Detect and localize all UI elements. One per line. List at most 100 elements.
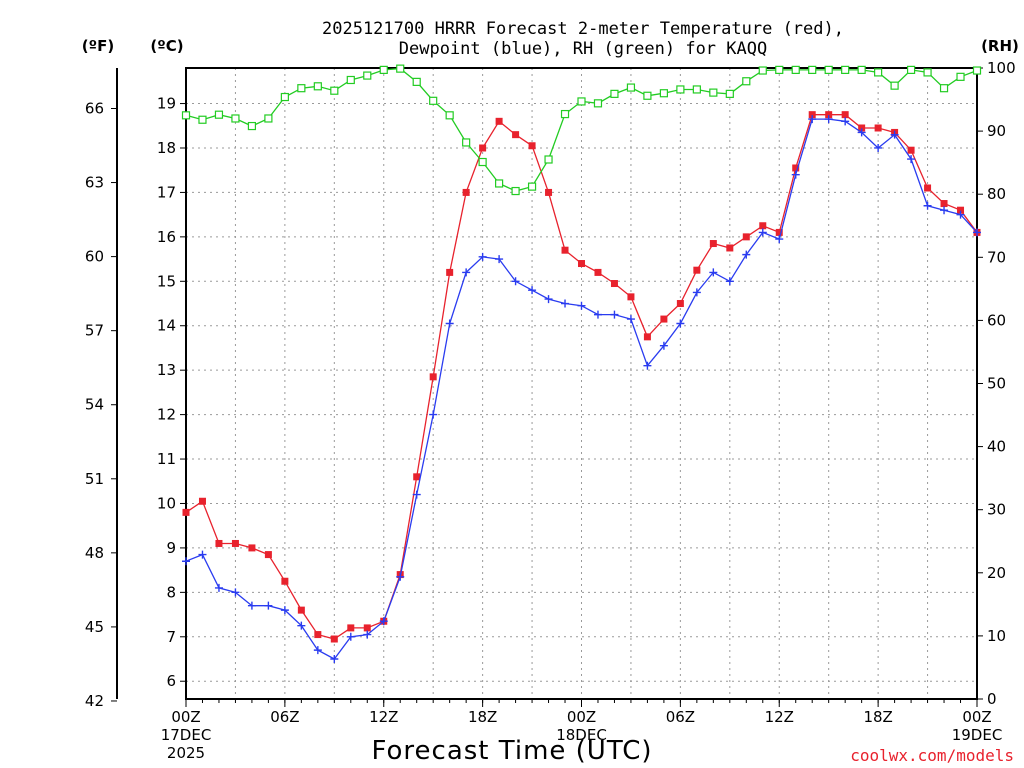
dewpoint-point <box>544 295 553 304</box>
x-tick-label: 00Z <box>962 708 991 726</box>
rh-point <box>478 157 487 167</box>
x-tick-label: 12Z <box>765 708 794 726</box>
rh-point <box>709 88 718 97</box>
rh-point <box>313 82 322 91</box>
temperature-point <box>264 551 272 559</box>
rh-point <box>824 65 833 74</box>
dewpoint-point <box>511 277 520 286</box>
dewpoint-point <box>940 206 949 215</box>
celsius-tick-label: 13 <box>157 361 176 379</box>
temperature-point <box>528 142 536 150</box>
temperature-point <box>479 144 487 152</box>
rh-point <box>429 96 438 105</box>
temperature-point <box>248 544 256 552</box>
celsius-tick-label: 19 <box>157 95 176 113</box>
rh-tick-label: 20 <box>987 564 1006 582</box>
rh-point <box>874 68 883 77</box>
dewpoint-point <box>182 557 190 566</box>
rh-point <box>511 186 520 196</box>
dewpoint-point <box>626 315 635 324</box>
rh-point <box>923 68 932 77</box>
dewpoint-point <box>577 301 586 310</box>
dewpoint-point <box>676 319 685 328</box>
dewpoint-point <box>874 143 883 152</box>
celsius-tick-label: 7 <box>166 628 176 646</box>
x-tick-label: 00Z <box>567 708 596 726</box>
celsius-tick-label: 16 <box>157 228 176 246</box>
rh-point <box>544 155 553 164</box>
rh-point <box>775 65 784 74</box>
chart-title-line-2: Dewpoint (blue), RH (green) for KAQQ <box>399 39 767 59</box>
temperature-point <box>825 111 833 119</box>
tick-labels: 6 7 8 9 10 11 12 13 14 15 16 17 18 19 42 45 48 51 54 57 60 63… <box>85 59 1016 762</box>
dewpoint-point <box>973 228 981 237</box>
rh-point <box>214 110 224 119</box>
plot-frame <box>185 67 978 700</box>
fahrenheit-tick-label: 51 <box>85 470 104 488</box>
rh-point <box>610 89 619 98</box>
chart-series <box>181 64 982 664</box>
dewpoint-point <box>775 235 784 244</box>
temperature-point <box>957 206 965 214</box>
rh-point <box>577 97 586 106</box>
rh-point <box>890 81 899 90</box>
dewpoint-point <box>742 250 751 259</box>
temperature-point <box>726 244 734 252</box>
temperature-point <box>198 497 206 505</box>
temperature-point <box>841 111 849 119</box>
rh-tick-label: 10 <box>987 627 1006 645</box>
temperature-point <box>676 300 684 308</box>
dewpoint-point <box>791 170 800 179</box>
dewpoint-point <box>725 277 734 286</box>
rh-point <box>593 99 603 108</box>
grid-lines <box>186 68 977 699</box>
celsius-tick-label: 17 <box>157 183 176 201</box>
dewpoint-point <box>396 572 405 581</box>
temperature-point <box>429 373 437 381</box>
temperature-point <box>792 164 800 172</box>
dewpoint-point <box>412 490 421 499</box>
rh-point <box>659 89 668 98</box>
temperature-point <box>330 635 338 643</box>
temperature-point <box>363 624 371 632</box>
credit-text: coolwx.com/models <box>850 746 1014 765</box>
dewpoint-point <box>198 550 207 559</box>
dewpoint-point <box>692 288 701 297</box>
rh-point <box>379 65 388 74</box>
rh-tick-label: 80 <box>987 185 1006 203</box>
x-tick-label: 12Z <box>369 708 398 726</box>
temperature-point <box>231 539 239 547</box>
temperature-point <box>446 268 454 276</box>
fahrenheit-tick-label: 57 <box>85 322 104 340</box>
dewpoint-point <box>379 617 388 626</box>
temperature-point <box>413 473 421 481</box>
chart-title-line-1: 2025121700 HRRR Forecast 2-meter Tempera… <box>322 19 844 39</box>
rh-point <box>247 121 257 131</box>
dewpoint-point <box>808 115 817 124</box>
temperature-point <box>775 228 783 236</box>
celsius-unit-label: (ºC) <box>150 37 183 55</box>
rh-point <box>956 72 965 81</box>
fahrenheit-tick-label: 48 <box>85 544 104 562</box>
dewpoint-point <box>709 268 718 277</box>
dewpoint-point <box>429 410 438 419</box>
rh-point <box>462 138 471 147</box>
fahrenheit-tick-label: 60 <box>85 248 104 266</box>
rh-point <box>808 65 817 74</box>
temperature-point <box>314 631 322 639</box>
temperature-point <box>545 188 553 196</box>
dewpoint-point <box>907 155 916 164</box>
rh-point <box>692 85 701 94</box>
rh-point <box>841 65 850 74</box>
dewpoint-point <box>330 655 339 664</box>
dewpoint-point <box>462 268 471 277</box>
rh-point <box>626 83 636 92</box>
temperature-point <box>512 131 520 139</box>
chart-axes <box>111 67 983 707</box>
rh-point <box>742 77 751 86</box>
rh-point <box>791 65 800 74</box>
temperature-point <box>578 260 585 268</box>
dewpoint-point <box>841 117 850 126</box>
temperature-point <box>742 233 750 241</box>
